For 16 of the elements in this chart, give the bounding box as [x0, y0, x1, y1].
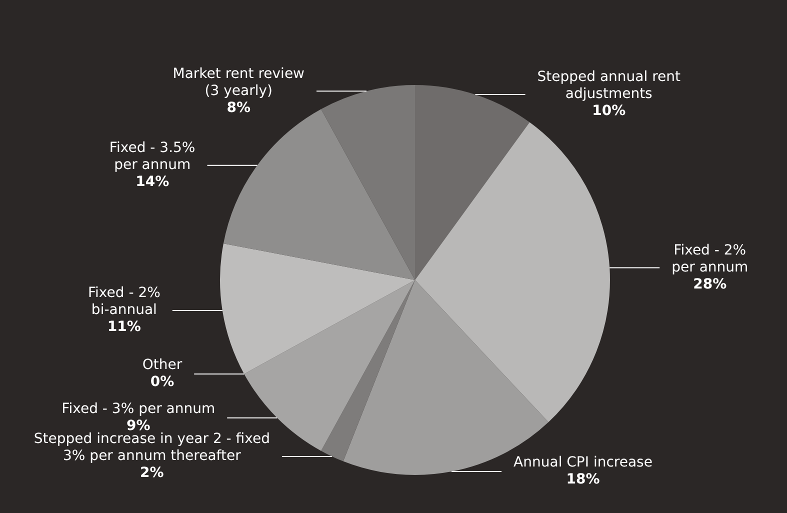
slice-label: Annual CPI increase — [514, 454, 652, 471]
slice-label: Market rent review (3 yearly) — [172, 66, 305, 99]
slice-label: Fixed - 2% bi-annual — [88, 285, 160, 318]
data-label: 14% — [136, 174, 170, 190]
slice-label: Fixed - 3.5% per annum — [109, 140, 196, 174]
data-label: 18% — [566, 472, 600, 488]
slice-label: Fixed - 3% per annum — [62, 401, 216, 418]
data-label: 11% — [107, 319, 141, 336]
data-label: 10% — [592, 103, 626, 120]
slice-label: Fixed - 2% per annum — [672, 242, 748, 276]
data-label: 2% — [140, 465, 164, 482]
data-label: 8% — [226, 100, 251, 116]
text: 0% — [150, 374, 174, 390]
legend-label: Other — [142, 357, 182, 374]
slice-label: Stepped annual rent adjustments — [537, 69, 682, 102]
data-label: 28% — [693, 276, 727, 292]
